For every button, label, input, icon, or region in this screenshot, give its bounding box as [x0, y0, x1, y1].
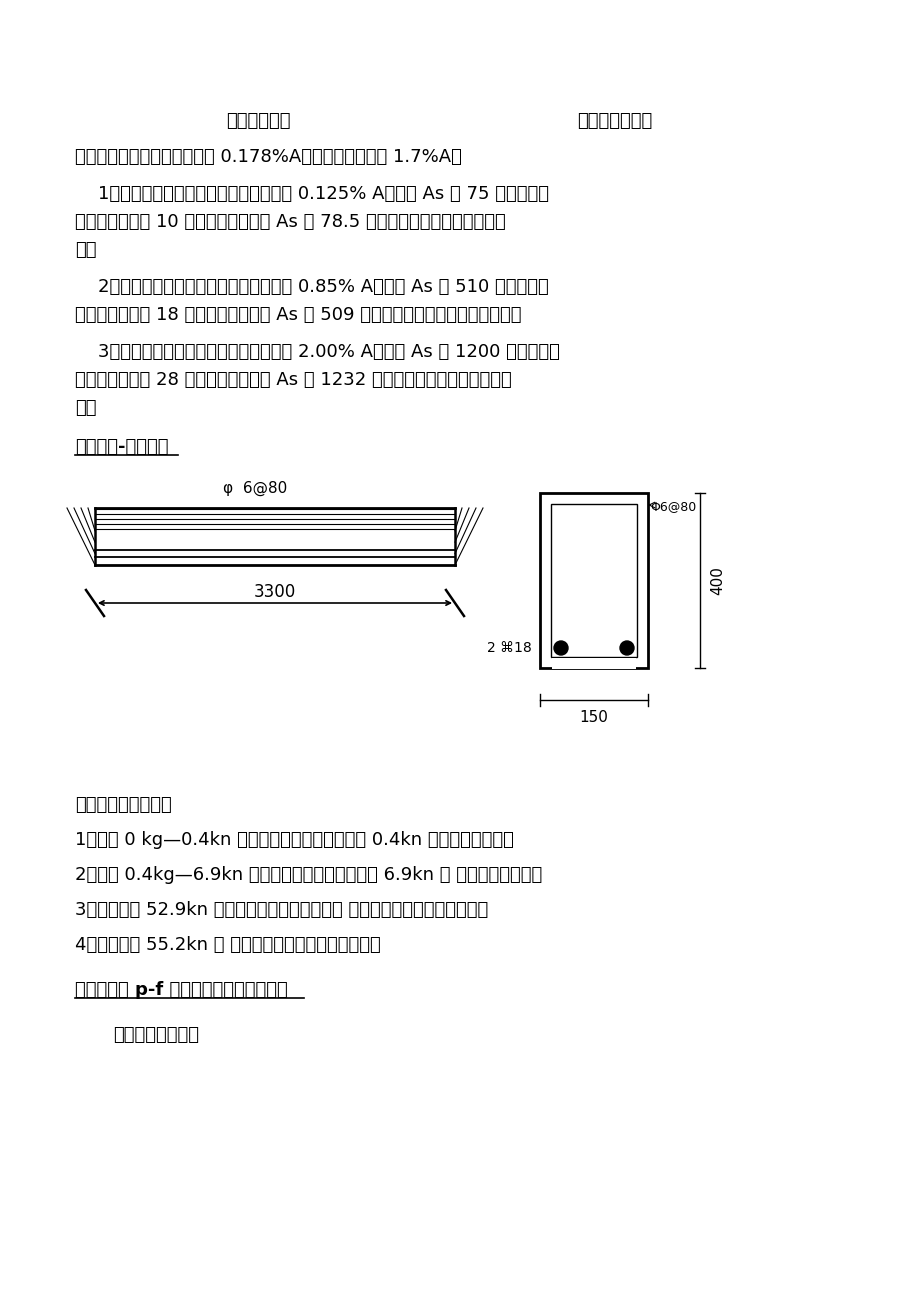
Text: 3300: 3300 [254, 583, 296, 602]
Bar [551, 658, 635, 669]
Text: 2、荷载 0.4kg—6.9kn 属于塑性阶段，当荷载达到 6.9kn 后 混凝土开始开裂。: 2、荷载 0.4kg—6.9kn 属于塑性阶段，当荷载达到 6.9kn 后 混凝… [75, 866, 541, 884]
Text: 150: 150 [579, 710, 607, 725]
Circle shape [619, 641, 633, 655]
Circle shape [553, 641, 567, 655]
Text: 求。: 求。 [75, 241, 96, 259]
Text: 3、在进行超筋破坏计算时配筋面积采用 2.00% A、计算 As 为 1200 平方毫米，: 3、在进行超筋破坏计算时配筋面积采用 2.00% A、计算 As 为 1200 … [75, 342, 560, 361]
Text: 采用两根直径为 28 的三级钉筋，实际 As 为 1232 平方毫米，经检验满足构造要: 采用两根直径为 28 的三级钉筋，实际 As 为 1232 平方毫米，经检验满足… [75, 371, 511, 389]
Text: 1、荷载 0 kg—0.4kn 属于弹性阶段，当荷载达到 0.4kn 后进入塑形阶段。: 1、荷载 0 kg—0.4kn 属于弹性阶段，当荷载达到 0.4kn 后进入塑形… [75, 831, 514, 849]
Text: 适筋破坏-配筋截面: 适筋破坏-配筋截面 [75, 437, 168, 456]
Text: 模拟实验加载数据：: 模拟实验加载数据： [75, 796, 172, 814]
Text: 极限状态下的挠度: 极限状态下的挠度 [113, 1026, 199, 1044]
Text: 绘出试验梁 p-f 变形曲线。（计算挠度）: 绘出试验梁 p-f 变形曲线。（计算挠度） [75, 980, 288, 999]
Text: 采用一根直径为 10 的三级钉筋，实际 As 为 78.5 平方毫米，经检验满足构造要: 采用一根直径为 10 的三级钉筋，实际 As 为 78.5 平方毫米，经检验满足… [75, 214, 505, 230]
Text: 采用两根直径为 18 的三级钉筋，实际 As 为 509 平方毫米，经检验满足构造要求。: 采用两根直径为 18 的三级钉筋，实际 As 为 509 平方毫米，经检验满足构… [75, 306, 521, 324]
Text: 3、荷载达到 52.9kn 时钉筋达到受拉屈服强度但 混凝土还未定达到抗压峰值。: 3、荷载达到 52.9kn 时钉筋达到受拉屈服强度但 混凝土还未定达到抗压峰值。 [75, 901, 488, 919]
Bar [550, 504, 636, 658]
Text: 2、在进行适筋破坏计算时配筋面积采用 0.85% A、计算 As 为 510 平方毫米，: 2、在进行适筋破坏计算时配筋面积采用 0.85% A、计算 As 为 510 平… [75, 279, 548, 296]
Text: 经计算该梁的最小配筋面积为 0.178%A，最大配筋面积为 1.7%A。: 经计算该梁的最小配筋面积为 0.178%A，最大配筋面积为 1.7%A。 [75, 148, 461, 165]
Text: 求。: 求。 [75, 398, 96, 417]
Text: 4、荷载达到 55.2kn 时 混凝土达到抗压峰值该梁破坏。: 4、荷载达到 55.2kn 时 混凝土达到抗压峰值该梁破坏。 [75, 936, 380, 954]
Text: Φ6@80: Φ6@80 [650, 500, 696, 513]
Text: 2 ⌘18: 2 ⌘18 [487, 641, 531, 655]
Text: （设计截面图）: （设计截面图） [577, 112, 652, 130]
Bar [539, 493, 647, 668]
Text: φ  6@80: φ 6@80 [222, 480, 287, 496]
Text: 400: 400 [709, 566, 724, 595]
Text: 1、在进行少筋破坏计算时配筋面积采用 0.125% A、计算 As 为 75 平方毫米，: 1、在进行少筋破坏计算时配筋面积采用 0.125% A、计算 As 为 75 平… [75, 185, 549, 203]
Text: （受力简图）: （受力简图） [225, 112, 289, 130]
